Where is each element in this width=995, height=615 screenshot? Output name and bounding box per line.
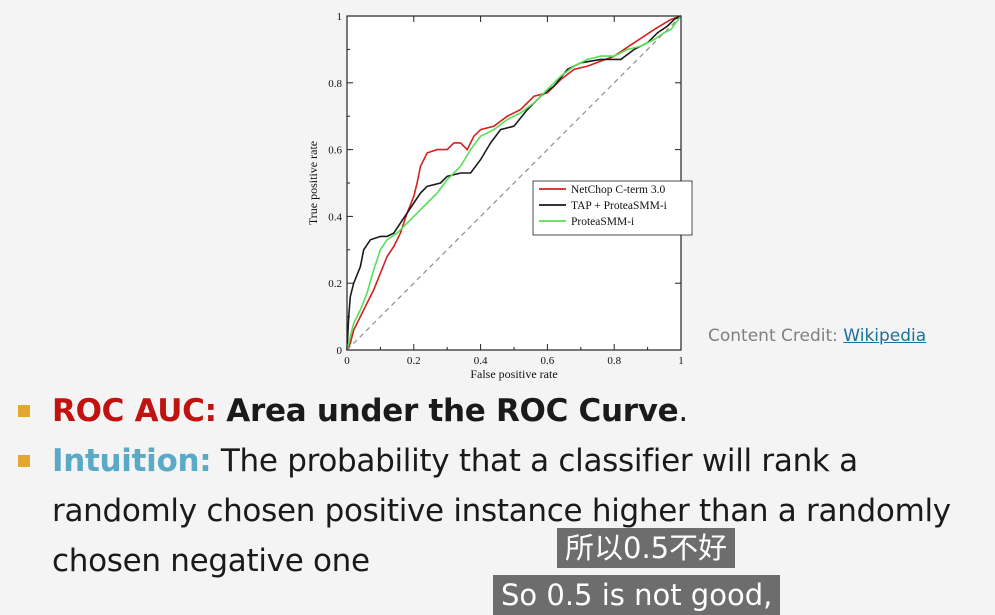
reference-diagonal-line [346, 15, 682, 351]
series-line-3 [346, 15, 682, 351]
intuition-text: The probability that a classifier will r… [52, 443, 951, 579]
y-tick-label: 0 [337, 345, 343, 357]
subtitle-chinese: 所以0.5不好 [557, 528, 736, 568]
y-tick-label: 0.6 [328, 145, 342, 157]
x-tick-label: 0.6 [541, 355, 555, 367]
legend-label: ProteaSMM-i [571, 216, 634, 228]
series-layer [346, 15, 682, 351]
y-axis-label: True positive rate [306, 141, 320, 225]
legend-label: NetChop C-term 3.0 [571, 184, 665, 196]
subtitle-english: So 0.5 is not good, [493, 575, 781, 615]
bullet-roc-auc: ROC AUC: Area under the ROC Curve. [52, 386, 975, 436]
y-axis-ticks: 0 0.2 0.4 0.6 0.8 1 [328, 11, 681, 357]
intuition-keyword: Intuition: [52, 443, 212, 479]
x-tick-label: 1 [678, 355, 684, 367]
roc-auc-definition: Area under the ROC Curve [226, 393, 679, 429]
y-tick-label: 0.2 [328, 278, 342, 290]
bullet-square-icon [18, 455, 30, 467]
roc-chart: 0 0.2 0.4 0.6 0.8 1 0 0.2 0.4 0.6 0.8 1 False posi… [306, 11, 693, 381]
roc-auc-period: . [678, 393, 688, 429]
legend-label: TAP + ProteaSMM-i [571, 200, 667, 212]
x-axis-label: False positive rate [470, 367, 557, 381]
content-credit: Content Credit: Wikipedia [708, 326, 926, 346]
x-tick-label: 0.4 [474, 355, 488, 367]
chart-legend: NetChop C-term 3.0 TAP + ProteaSMM-i Prote… [532, 180, 693, 236]
y-tick-label: 1 [337, 11, 343, 23]
x-axis-ticks: 0 0.2 0.4 0.6 0.8 1 [344, 16, 684, 367]
series-line-2 [346, 15, 682, 351]
y-tick-label: 0.8 [328, 78, 342, 90]
y-tick-label: 0.4 [328, 211, 342, 223]
x-tick-label: 0.8 [607, 355, 621, 367]
x-tick-label: 0.2 [407, 355, 421, 367]
wikipedia-link[interactable]: Wikipedia [843, 326, 927, 346]
credit-label: Content Credit: [708, 326, 838, 346]
bullet-intuition: Intuition: The probability that a classi… [52, 436, 975, 586]
roc-auc-keyword: ROC AUC: [52, 393, 217, 429]
x-tick-label: 0 [344, 355, 350, 367]
series-line-1 [346, 15, 682, 351]
bullet-square-icon [18, 405, 30, 417]
legend-box [532, 180, 693, 236]
